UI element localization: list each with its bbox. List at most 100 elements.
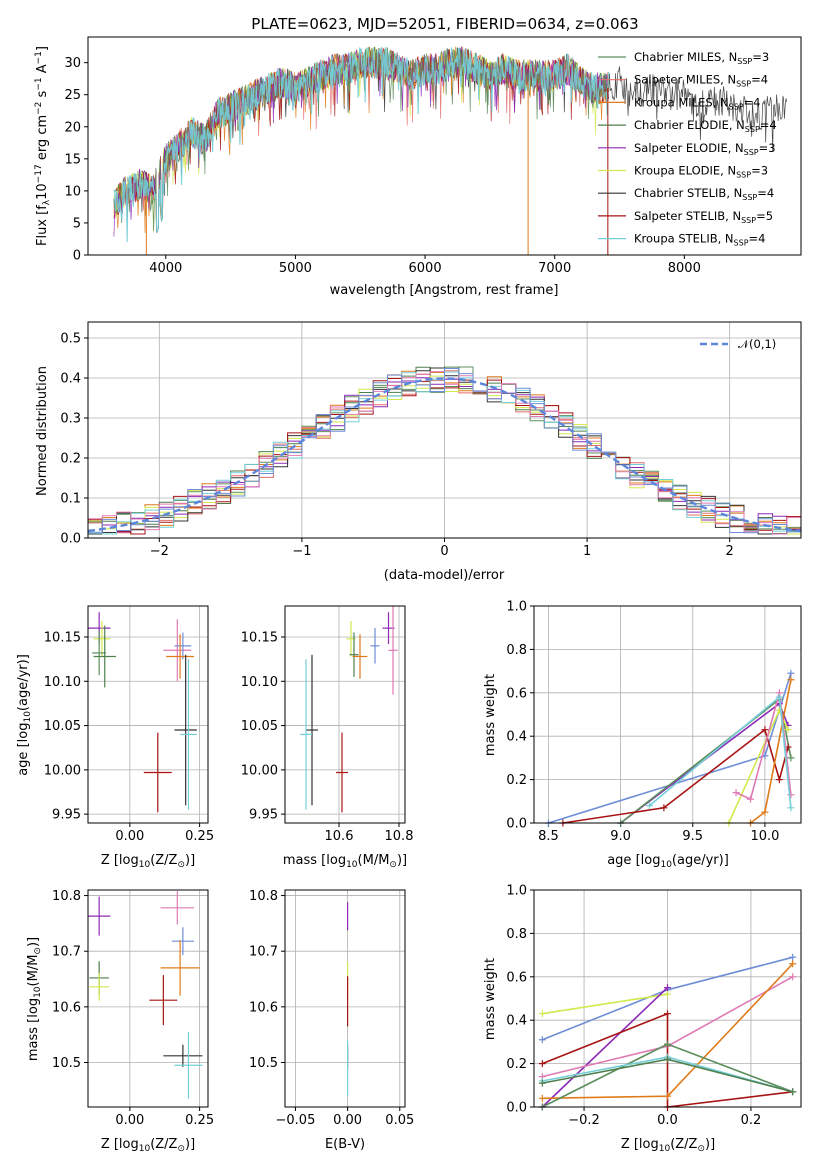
mwZ-ylabel: mass weight [483,958,498,1040]
legend-label: Salpeter ELODIE, NSSP=3 [634,141,776,157]
x-tick-label: −1 [292,544,311,559]
kroupa_miles-marker [664,1092,671,1100]
x-tick-label: 1 [583,544,591,559]
y-tick-label: 0.3 [60,412,81,427]
salpeter_elodie-marker [664,984,671,992]
y-tick-label: 0.6 [506,970,527,985]
y-tick-label: 0 [73,249,81,264]
y-tick-label: 10 [64,184,81,199]
x-tick-label: 0 [440,544,448,559]
spectrum-ylabel: Flux [fλ10−17 erg cm−2 s−1 A−1] [34,46,52,246]
legend-label: Kroupa MILES, NSSP=4 [634,95,760,111]
legend-label: Kroupa ELODIE, NSSP=3 [634,164,768,180]
chabrier_elodie-marker [538,1079,546,1087]
x-tick-label: 8.5 [538,829,559,844]
kroupa_miles-marker [761,808,769,816]
ageZ-ylabel: age [log10(age/yr)] [16,654,33,776]
legend-label: Salpeter STELIB, NSSP=5 [634,209,773,225]
y-tick-label: 0.6 [506,686,527,701]
axes-frame [533,605,802,824]
y-tick-label: 10.15 [241,631,278,646]
x-tick-label: 9.5 [682,829,703,844]
mass-vs-Z-panel: 0.00 0.25 10.5 10.6 10.7 10.8 [52,889,214,1128]
normal-curve [87,377,802,533]
pink-marker [789,973,797,981]
mwAge-ylabel: mass weight [483,674,498,756]
kroupa_miles-marker [787,676,795,684]
massZ-xlabel: Z [log10(Z/Z⊙)] [101,1137,195,1154]
y-tick-label: 10.5 [52,1056,81,1071]
kroupa_stelib-spectrum-line [113,46,610,243]
x-tick-label: 0.25 [185,1113,214,1128]
y-tick-label: 0.0 [60,532,81,547]
kroupa_elodie-series-line [542,993,668,1015]
kroupa_miles-marker [789,960,797,968]
blue-series-line [548,673,792,824]
y-tick-label: 30 [64,56,81,71]
x-tick-label: 0.0 [657,1113,678,1128]
x-tick-label: −2 [150,544,169,559]
salpeter_stelib-marker [538,1060,546,1068]
y-tick-label: 10.7 [52,945,81,960]
age-vs-mass-panel: 10.6 10.8 9.95 10.00 10.05 10.10 10.15 [241,605,414,844]
ageZ-xlabel: Z [log10(Z/Z⊙)] [101,853,195,870]
blue-marker [538,1036,546,1044]
y-tick-label: 0.4 [506,1014,527,1029]
x-tick-label: 0.00 [115,829,144,844]
y-tick-label: 9.95 [249,808,278,823]
salpeter_elodie-series-line [541,987,669,1108]
ageM-xlabel: mass [log10(M/M⊙)] [283,853,407,870]
y-tick-label: 20 [64,120,81,135]
legend-label: 𝒩(0,1) [738,337,776,351]
axes-frame [284,605,406,824]
chart-title: PLATE=0623, MJD=52051, FIBERID=0634, z=0… [251,15,638,33]
y-tick-label: 25 [64,88,81,103]
y-tick-label: 10.6 [249,1000,278,1015]
x-tick-label: 2 [726,544,734,559]
axes-frame [87,36,802,256]
x-tick-label: 7000 [538,261,571,276]
chabrier_miles-marker [787,754,795,762]
salpeter_stelib-marker [660,804,668,812]
y-tick-label: 10.05 [44,719,81,734]
kroupa_elodie-marker [784,726,792,734]
y-tick-label: 10.6 [52,1000,81,1015]
y-tick-label: 10.05 [241,719,278,734]
pink-marker [787,791,795,799]
kroupa_stelib-marker [645,802,653,810]
legend-label: Chabrier STELIB, NSSP=4 [634,186,774,202]
blue-marker [789,953,797,961]
y-tick-label: 0.0 [506,1101,527,1116]
blue-marker [787,669,795,677]
spectrum-xlabel: wavelength [Angstrom, rest frame] [330,283,559,298]
x-tick-label: 10.8 [385,829,414,844]
pink-marker [732,789,740,797]
kroupa_stelib-marker [787,804,795,812]
salpeter_stelib-marker [664,1010,671,1018]
mwAge-xlabel: age [log10(age/yr)] [607,853,729,870]
chabrier_miles-marker [664,1040,671,1048]
mass-vs-ebv-panel: −0.05 0.00 0.05 10.5 10.6 10.7 10.8 [249,889,414,1128]
y-tick-label: 0.8 [506,927,527,942]
y-tick-label: 15 [64,152,81,167]
legend-label: Chabrier ELODIE, NSSP=4 [634,118,777,134]
y-tick-label: 0.8 [506,643,527,658]
y-tick-label: 0.2 [60,452,81,467]
spectrum-panel: 4000 5000 6000 7000 8000 0 5 10 15 20 25 30 Chabrier… [64,36,802,276]
chabrier_elodie-marker [664,1055,671,1063]
y-tick-label: 5 [73,216,81,231]
y-tick-label: 0.4 [506,730,527,745]
y-tick-label: 10.10 [241,675,278,690]
y-tick-label: 1.0 [506,884,527,899]
y-tick-label: 10.8 [249,889,278,904]
kroupa_elodie-marker [664,990,671,998]
hist-xlabel: (data-model)/error [384,568,505,583]
axes-frame [87,321,802,539]
y-tick-label: 10.5 [249,1056,278,1071]
x-tick-label: 0.25 [185,829,214,844]
y-tick-label: 10.15 [44,631,81,646]
y-tick-label: 0.2 [506,1057,527,1072]
x-tick-label: 0.00 [333,1113,362,1128]
y-tick-label: 0.0 [506,817,527,832]
x-tick-label: −0.2 [568,1113,600,1128]
